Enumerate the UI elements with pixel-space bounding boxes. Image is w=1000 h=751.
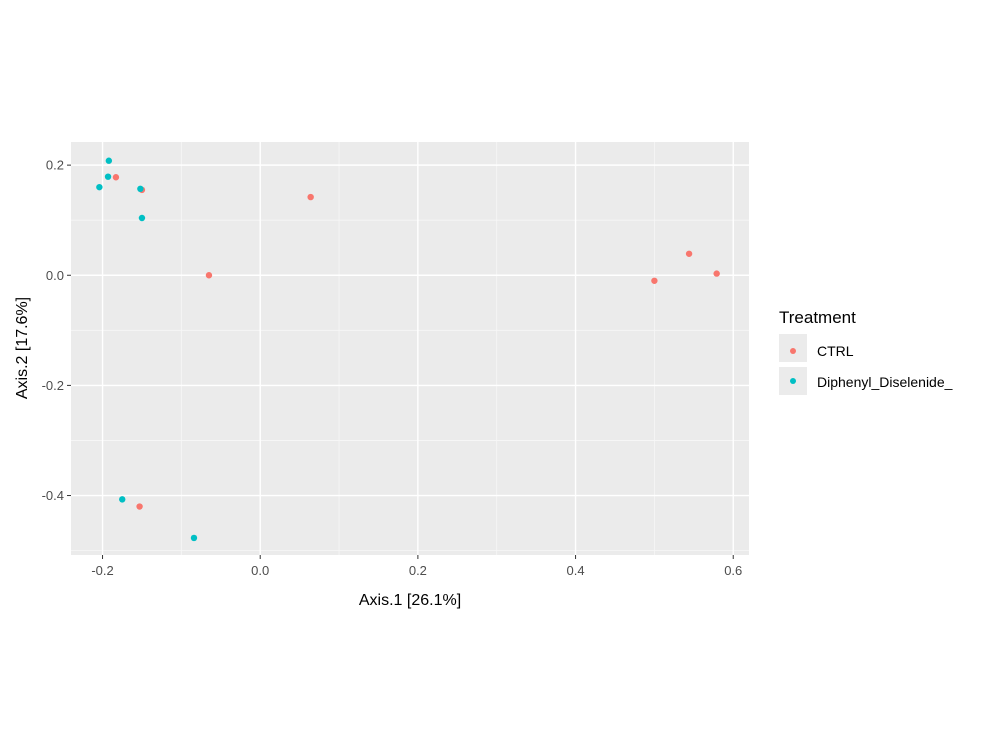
point-ctrl — [307, 193, 314, 201]
x-axis-ticks: -0.2 0.0 0.2 0.4 0.6 — [91, 555, 742, 578]
x-tick-label: -0.2 — [91, 563, 113, 578]
data-points — [96, 157, 720, 542]
point-ctrl — [136, 503, 143, 510]
y-tick-label: 0.2 — [46, 158, 64, 173]
x-axis-title: Axis.1 [26.1%] — [359, 592, 461, 609]
point-ctrl — [685, 250, 693, 257]
legend-label-diphenyl-diselenide: Diphenyl_Diselenide_ — [817, 374, 953, 390]
point-diphenyl-diselenide — [104, 173, 112, 180]
point-ctrl — [651, 277, 658, 284]
major-gridlines — [71, 142, 749, 555]
legend-label-ctrl: CTRL — [817, 343, 854, 359]
point-diphenyl-diselenide — [119, 496, 126, 503]
y-axis-ticks: 0.2 0.0 -0.2 -0.4 — [42, 158, 71, 503]
legend-title: Treatment — [779, 308, 856, 327]
legend-marker-diphenyl-diselenide — [790, 378, 796, 384]
point-diphenyl-diselenide — [105, 157, 113, 164]
y-tick-label: -0.2 — [42, 378, 64, 393]
y-tick-label: 0.0 — [46, 268, 64, 283]
x-tick-label: 0.2 — [409, 563, 427, 578]
x-tick-label: 0.6 — [724, 563, 742, 578]
point-ctrl — [713, 270, 720, 277]
y-tick-label: -0.4 — [42, 488, 64, 503]
point-diphenyl-diselenide — [190, 534, 198, 542]
point-diphenyl-diselenide — [138, 214, 146, 222]
x-tick-label: 0.0 — [251, 563, 269, 578]
point-ctrl — [112, 174, 120, 181]
legend-marker-ctrl — [790, 348, 796, 354]
y-axis-title: Axis.2 [17.6%] — [14, 297, 31, 399]
legend: Treatment CTRL Diphenyl_Diselenide_ — [779, 308, 953, 395]
point-diphenyl-diselenide — [96, 183, 103, 191]
minor-gridlines — [71, 142, 749, 555]
point-ctrl — [205, 272, 213, 279]
x-tick-label: 0.4 — [567, 563, 585, 578]
plot-panel — [71, 142, 749, 555]
point-diphenyl-diselenide — [137, 185, 144, 193]
